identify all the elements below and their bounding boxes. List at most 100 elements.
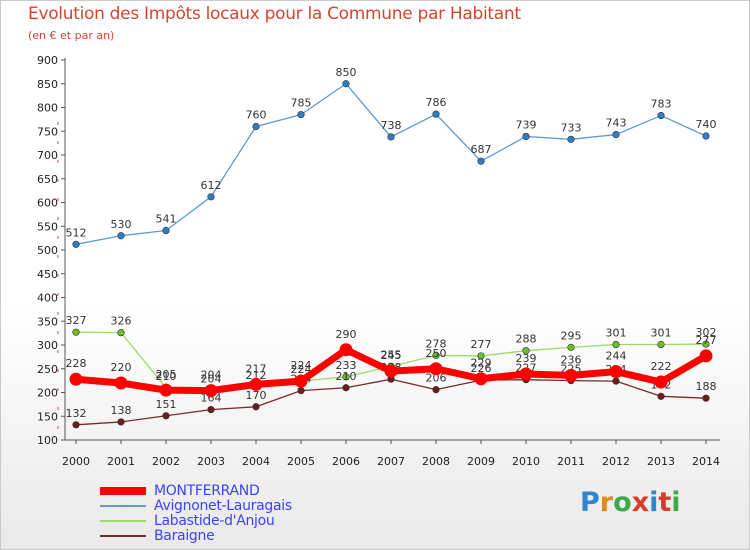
- x-tick-label: 2002: [152, 455, 180, 468]
- data-label-avignonet-lauragais: 785: [291, 97, 312, 110]
- data-point-avignonet-lauragais: [72, 240, 80, 248]
- legend-label-montferrand: MONTFERRAND: [154, 483, 260, 499]
- data-point-avignonet-lauragais: [567, 135, 575, 143]
- y-tick-label: 250: [37, 363, 58, 376]
- data-label-baraigne: 170: [246, 389, 267, 402]
- data-point-avignonet-lauragais: [342, 80, 350, 88]
- data-label-montferrand: 290: [336, 328, 357, 341]
- data-label-labastide-d-anjou: 210: [156, 370, 177, 383]
- data-label-labastide-d-anjou: 278: [426, 337, 447, 350]
- data-point-montferrand: [159, 383, 173, 397]
- x-tick-label: 2000: [62, 455, 90, 468]
- data-label-labastide-d-anjou: 224: [291, 363, 312, 376]
- data-label-montferrand: 250: [426, 347, 447, 360]
- logo-letter: t: [658, 487, 672, 518]
- data-point-baraigne: [342, 384, 350, 392]
- y-tick-label: 900: [37, 54, 58, 67]
- data-point-avignonet-lauragais: [297, 111, 305, 119]
- data-label-montferrand: 220: [111, 361, 132, 374]
- chart-title: Evolution des Impôts locaux pour la Comm…: [28, 4, 521, 24]
- x-tick-label: 2011: [557, 455, 585, 468]
- data-point-labastide-d-anjou: [432, 351, 440, 360]
- data-label-baraigne: 206: [426, 372, 447, 385]
- data-point-labastide-d-anjou: [342, 373, 350, 381]
- data-point-montferrand: [564, 368, 578, 382]
- data-label-montferrand: 244: [606, 350, 627, 363]
- y-tick-label: 450: [37, 268, 58, 281]
- data-label-labastide-d-anjou: 301: [606, 327, 627, 340]
- data-point-labastide-d-anjou: [477, 352, 485, 360]
- y-tick-label: 750: [37, 125, 58, 138]
- y-tick-label: 150: [37, 410, 58, 423]
- data-point-baraigne: [612, 377, 620, 385]
- data-label-montferrand: 217: [246, 362, 267, 375]
- x-tick-label: 2009: [467, 455, 495, 468]
- data-point-montferrand: [114, 376, 128, 390]
- data-point-montferrand: [699, 349, 713, 363]
- y-tick-label: 400: [37, 292, 58, 305]
- data-label-montferrand: 236: [561, 353, 582, 366]
- data-label-labastide-d-anjou: 204: [201, 373, 222, 386]
- data-label-labastide-d-anjou: 295: [561, 329, 582, 342]
- logo-letter: P: [580, 487, 600, 518]
- x-tick-label: 2007: [377, 455, 405, 468]
- data-label-avignonet-lauragais: 783: [651, 98, 672, 111]
- data-point-labastide-d-anjou: [612, 340, 620, 349]
- data-point-montferrand: [294, 374, 308, 388]
- x-tick-label: 2013: [647, 455, 675, 468]
- data-point-avignonet-lauragais: [477, 157, 485, 165]
- legend-label-labastide-danjou: Labastide-d'Anjou: [154, 513, 275, 529]
- data-label-avignonet-lauragais: 612: [201, 179, 222, 192]
- data-label-labastide-d-anjou: 212: [246, 369, 267, 382]
- data-point-avignonet-lauragais: [117, 232, 125, 240]
- data-label-baraigne: 151: [156, 398, 177, 411]
- proxiti-logo: Proxiti: [580, 487, 681, 518]
- y-tick-label: 300: [37, 339, 58, 352]
- data-point-baraigne: [207, 406, 215, 414]
- data-label-avignonet-lauragais: 541: [156, 213, 177, 226]
- data-label-avignonet-lauragais: 512: [66, 226, 87, 239]
- data-point-avignonet-lauragais: [162, 226, 170, 235]
- legend: MONTFERRAND Avignonet-Lauragais Labastid…: [100, 483, 400, 544]
- x-tick-label: 2008: [422, 455, 450, 468]
- legend-item-avignonet-lauragais: Avignonet-Lauragais: [100, 498, 400, 514]
- legend-item-labastide-danjou: Labastide-d'Anjou: [100, 513, 400, 529]
- data-label-montferrand: 239: [516, 352, 537, 365]
- data-point-baraigne: [297, 387, 305, 395]
- data-point-avignonet-lauragais: [522, 132, 530, 141]
- data-label-baraigne: 210: [336, 370, 357, 383]
- chart-subtitle: (en € et par an): [28, 29, 115, 42]
- logo-letter: x: [631, 487, 650, 518]
- data-point-avignonet-lauragais: [657, 111, 665, 120]
- x-tick-label: 2003: [197, 455, 225, 468]
- data-label-montferrand: 229: [471, 357, 492, 370]
- data-point-baraigne: [72, 421, 80, 429]
- y-tick-label: 650: [37, 173, 58, 186]
- data-label-avignonet-lauragais: 739: [516, 118, 537, 131]
- data-point-avignonet-lauragais: [387, 133, 395, 141]
- data-point-avignonet-lauragais: [252, 122, 260, 131]
- data-point-avignonet-lauragais: [612, 130, 620, 139]
- data-label-montferrand: 204: [201, 369, 222, 382]
- data-point-labastide-d-anjou: [702, 340, 710, 348]
- data-point-montferrand: [609, 365, 623, 379]
- data-point-montferrand: [339, 343, 353, 357]
- data-label-baraigne: 164: [201, 392, 222, 405]
- x-tick-label: 2005: [287, 455, 315, 468]
- data-label-baraigne: 226: [471, 362, 492, 375]
- legend-item-baraigne: Baraigne: [100, 528, 400, 544]
- x-tick-label: 2014: [692, 455, 720, 468]
- data-label-avignonet-lauragais: 760: [246, 109, 267, 122]
- data-point-baraigne: [432, 386, 440, 394]
- data-point-montferrand: [654, 375, 668, 389]
- data-point-baraigne: [702, 394, 710, 402]
- logo-letter: o: [613, 487, 632, 518]
- y-tick-label: 550: [37, 220, 58, 233]
- data-point-montferrand: [384, 364, 398, 378]
- data-point-labastide-d-anjou: [117, 329, 125, 337]
- data-label-labastide-d-anjou: 302: [696, 326, 717, 339]
- data-label-baraigne: 132: [66, 407, 87, 420]
- y-tick-label: 700: [37, 149, 58, 162]
